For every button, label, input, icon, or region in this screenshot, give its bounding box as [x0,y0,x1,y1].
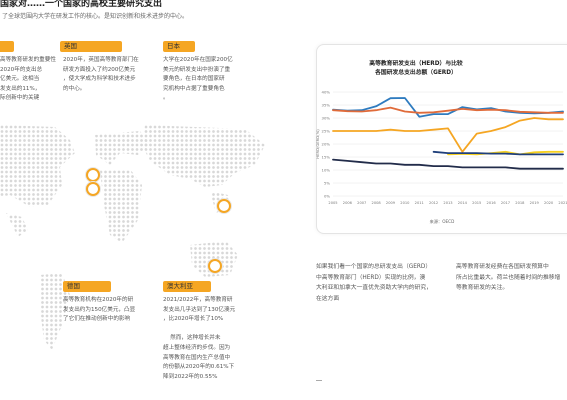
x-tick-label: 2021 [558,201,567,205]
tag-card-4: 澳大利亚 [163,281,211,292]
x-tick-label: 2015 [472,201,481,205]
y-tick-label: 30% [322,116,331,121]
map-pin-3[interactable] [217,199,231,213]
series-line-2 [332,117,564,153]
series-line-1 [332,106,564,114]
tag-card-1: 英国 [60,41,122,52]
x-tick-label: 2006 [343,201,353,205]
y-tick-label: 35% [322,103,331,108]
card-text-1: 2020年，英国高等教育部门在 研发方面投入了约200亿美元 ，使大学成为科学和… [63,57,139,92]
x-tick-label: 2008 [372,201,382,205]
y-tick-label: 15% [322,155,331,160]
bottom-text-2: 高等教育研发经费在各国研发预算中 所占比重最大。荷兰也随着时间的推移增 等教育研… [456,264,561,291]
y-tick-label: 10% [322,168,331,173]
series-line-3 [447,150,564,156]
map-pin-1[interactable] [86,168,100,182]
y-tick-label: 40% [322,90,331,95]
tag-card-2: 日本 [163,41,195,52]
y-tick-label: 20% [322,142,331,147]
chart-card [316,44,567,234]
y-tick-label: 0% [324,194,330,199]
series-line-4 [432,150,564,156]
card-text-2: 大学在2020年在国家200亿 美元的研发支出中扮演了重 要角色，在日本的国家研… [163,57,233,102]
map-pin-2[interactable] [86,182,100,196]
x-tick-label: 2005 [328,201,337,205]
x-tick-label: 2012 [429,201,438,205]
x-tick-label: 2016 [487,201,497,205]
x-tick-label: 2019 [530,201,540,205]
y-axis-label: HERD/GERD(%) [316,129,320,159]
page-subtitle: 了全球范围内大学在研发工作的核心。是知识创新和技术进步的中心。 [2,13,189,20]
y-tick-label: 5% [324,181,330,186]
footer-divider [316,380,322,381]
chart-source: 来源：OECD [430,218,455,225]
herd-gerd-line-chart: 40% 35% 30% 25% 20% 15% 10% 5% 0% 2005 2006 2007 200… [316,90,567,226]
chart-title: 高等教育研发支出（HERD）与比较 各国研发总支出总额（GERD） [369,61,463,76]
card-text-4: 2021/2022年，高等教育研 发支出几乎达到了130亿澳元 ，比2020年增… [163,297,236,380]
map-pin-4[interactable] [208,259,222,273]
x-tick-label: 2011 [415,201,424,205]
x-tick-label: 2018 [515,201,525,205]
tag-card-3: 德国 [63,281,111,292]
x-tick-label: 2013 [443,201,452,205]
y-tick-label: 25% [322,129,331,134]
tag-card-0 [0,41,14,52]
x-tick-label: 2009 [386,201,396,205]
x-tick-label: 2017 [501,201,510,205]
series-line-5 [332,158,564,170]
x-tick-label: 2010 [400,201,410,205]
series-line-0 [332,97,564,118]
page-title: 国家对……一个国家的高校主要研究支出 [0,0,163,9]
world-map [0,125,265,350]
card-text-0: 高等教育研发的重要性 2020年的支出总 亿美元。这相当 发支出的11%， 际创… [0,57,56,102]
card-text-3: 高等教育机构在2020年的研 发支出约为150亿美元，凸显 了它们在推动创新中的… [63,297,136,323]
x-tick-label: 2020 [544,201,554,205]
bottom-text-1: 如果我们看一个国家的总研发支出（GERD） 中高等教育部门（HERD）实现的比例… [316,264,432,302]
x-tick-label: 2007 [357,201,366,205]
x-tick-label: 2014 [458,201,468,205]
